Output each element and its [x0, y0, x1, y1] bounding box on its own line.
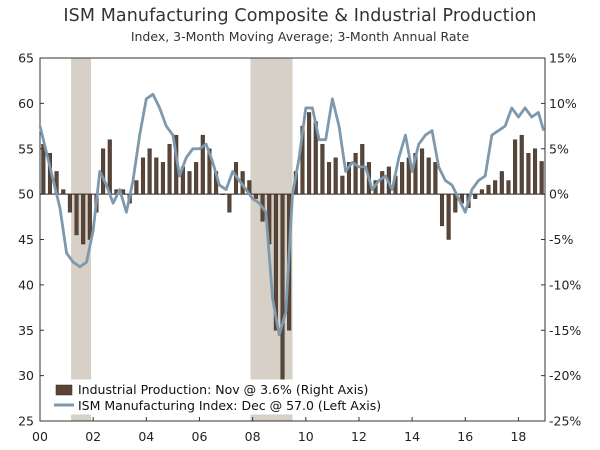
ip-bar [200, 134, 205, 195]
ip-bar [327, 162, 332, 195]
ip-bar [160, 162, 165, 195]
ip-bar [167, 144, 172, 195]
left-tick-label: 40 [18, 277, 34, 292]
x-tick-label: 14 [404, 429, 420, 444]
right-tick-label: 15% [549, 51, 577, 66]
ip-bar [486, 184, 491, 195]
right-tick-label: -10% [549, 277, 581, 292]
ip-bar [526, 153, 531, 195]
ip-bar [340, 175, 345, 195]
right-tick-label: 10% [549, 96, 577, 111]
legend-bar-swatch [55, 384, 73, 396]
right-tick-label: 0% [549, 187, 569, 202]
x-tick-label: 18 [510, 429, 526, 444]
ip-bar [446, 193, 451, 240]
ip-bar [493, 180, 498, 195]
ip-bar [41, 144, 46, 195]
right-tick-label: -15% [549, 323, 581, 338]
ip-bar [360, 144, 365, 195]
ip-bar [426, 157, 431, 195]
ip-bar [353, 153, 358, 195]
x-tick-label: 04 [138, 429, 154, 444]
ip-bar [439, 193, 445, 227]
left-tick-label: 30 [18, 368, 34, 383]
ip-bar [87, 193, 92, 240]
left-tick-label: 35 [18, 323, 34, 338]
x-tick-label: 12 [351, 429, 367, 444]
x-tick-label: 06 [192, 429, 208, 444]
ip-bar [154, 157, 159, 195]
ip-bar [533, 148, 538, 195]
ip-bar [147, 148, 152, 195]
recession-band-1 [250, 58, 293, 421]
ip-bar [473, 193, 478, 199]
x-tick-label: 08 [245, 429, 261, 444]
ip-bar [227, 193, 232, 213]
legend-label-industrial-production: Industrial Production: Nov @ 3.6% (Right… [78, 382, 368, 397]
ip-bar [307, 112, 312, 195]
ip-bar [140, 157, 146, 195]
ip-bar [187, 171, 192, 195]
ip-bar [513, 139, 518, 195]
right-tick-label: -5% [549, 232, 573, 247]
ip-bar [101, 148, 106, 195]
ip-bar [479, 189, 484, 195]
chart-subtitle: Index, 3-Month Moving Average; 3-Month A… [130, 29, 470, 44]
right-tick-label: 5% [549, 141, 569, 156]
chart-title: ISM Manufacturing Composite & Industrial… [63, 6, 537, 26]
ip-bar [220, 193, 225, 195]
legend-box [47, 379, 403, 415]
x-tick-label: 02 [85, 429, 101, 444]
legend-label-ism: ISM Manufacturing Index: Dec @ 57.0 (Lef… [78, 398, 381, 413]
left-tick-label: 55 [18, 141, 34, 156]
ip-bar [400, 162, 405, 195]
left-tick-label: 45 [18, 232, 34, 247]
ip-bar [320, 144, 325, 195]
ip-bar [67, 193, 72, 213]
ip-bar [134, 180, 139, 195]
ip-bar [420, 148, 425, 195]
left-tick-label: 50 [18, 187, 34, 202]
ip-bar [539, 161, 544, 195]
ip-bar [81, 193, 86, 245]
left-tick-label: 25 [18, 414, 34, 429]
right-tick-label: -20% [549, 368, 581, 383]
x-tick-label: 10 [298, 429, 314, 444]
ip-bar [280, 193, 285, 381]
ip-bar [207, 148, 212, 195]
ip-bar [433, 162, 438, 195]
ip-bar [107, 139, 112, 195]
ip-bar [273, 193, 278, 331]
recession-band-0 [71, 58, 92, 421]
ip-bar [346, 162, 352, 195]
ip-bar [61, 189, 66, 195]
ip-bar [333, 157, 338, 195]
ip-bar [380, 171, 385, 195]
right-tick-label: -25% [549, 414, 581, 429]
legend: Industrial Production: Nov @ 3.6% (Right… [47, 379, 403, 415]
x-tick-label: 00 [32, 429, 48, 444]
ip-bar [74, 193, 79, 236]
ism-line [38, 92, 546, 337]
ip-bar [506, 180, 511, 195]
ip-bar [253, 193, 258, 199]
ip-bar [194, 162, 199, 195]
left-tick-label: 60 [18, 96, 34, 111]
ip-bar [519, 134, 524, 195]
x-tick-label: 16 [457, 429, 473, 444]
ip-bar [499, 171, 504, 195]
left-tick-label: 65 [18, 51, 34, 66]
